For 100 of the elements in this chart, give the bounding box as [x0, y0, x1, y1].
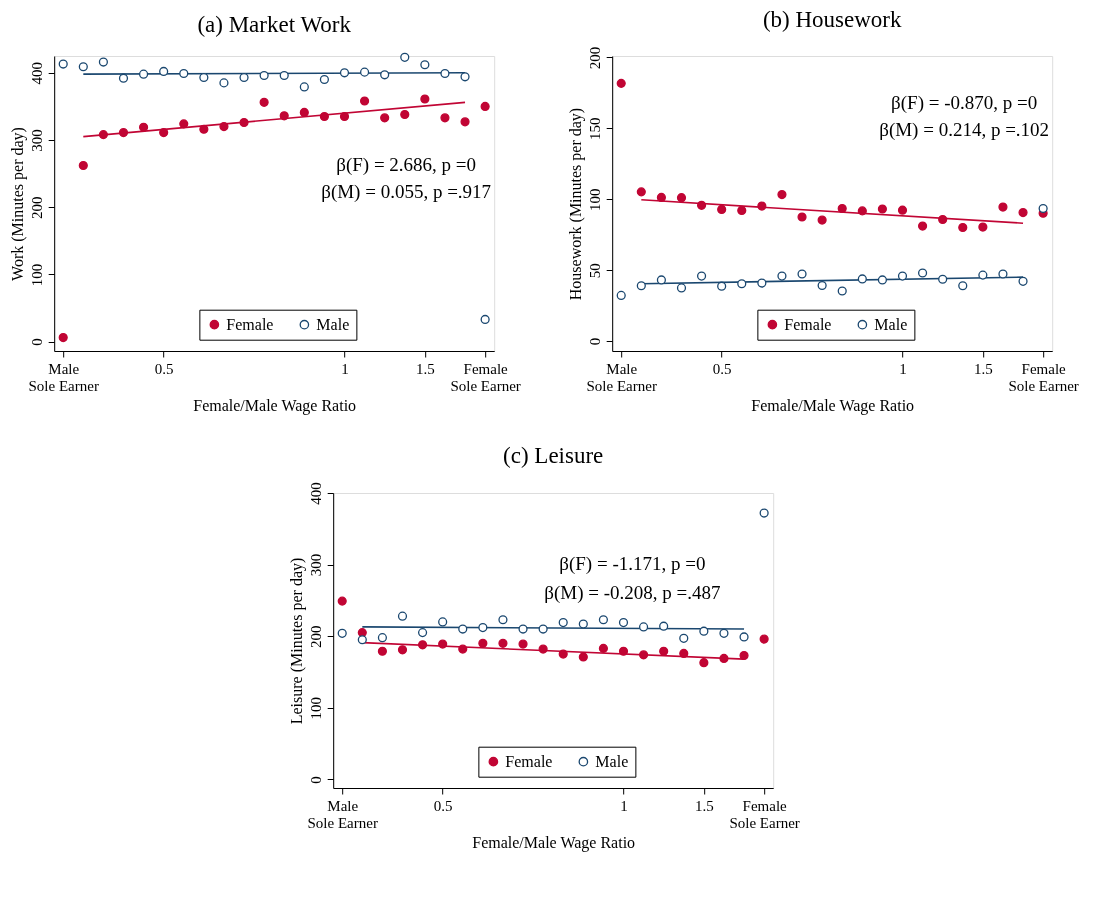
y-tick-label: 200 [307, 625, 324, 648]
point [460, 72, 470, 82]
point [757, 278, 767, 288]
point [199, 72, 209, 83]
chart-title: (b) Housework [762, 7, 902, 33]
point [239, 117, 249, 128]
point [460, 117, 470, 127]
point [699, 626, 709, 636]
point [578, 619, 588, 629]
annotation: β(M) = 0.214, p =.102 [879, 118, 1050, 141]
point [159, 128, 169, 138]
point [58, 332, 68, 343]
point [777, 189, 787, 200]
point [480, 314, 490, 324]
point [1038, 203, 1048, 214]
point [480, 101, 490, 111]
point [397, 611, 408, 621]
x-tick-label: 1.5 [694, 797, 714, 814]
y-tick-label: 300 [307, 553, 324, 577]
y-tick-label: 0 [307, 776, 324, 784]
legend-label: Male [316, 315, 350, 333]
point [339, 68, 350, 78]
point [717, 204, 727, 215]
point [319, 74, 329, 85]
point [219, 78, 229, 88]
y-axis-title: Leisure (Minutes per day) [287, 557, 306, 725]
point [616, 78, 626, 88]
point [797, 212, 807, 222]
legend-label: Male [874, 315, 908, 333]
point [696, 200, 707, 210]
y-tick-label: 200 [586, 46, 603, 70]
point [719, 653, 729, 663]
point [679, 633, 689, 643]
point [438, 639, 448, 649]
point [538, 644, 548, 654]
chart-title: (a) Market Work [197, 11, 352, 37]
point [78, 62, 88, 72]
point [478, 623, 488, 633]
y-tick-label: 150 [586, 117, 603, 141]
x-tick-label: Male Sole Earner [28, 360, 99, 394]
point [656, 192, 666, 202]
point [498, 615, 508, 625]
y-tick-label: 100 [28, 263, 45, 287]
point [337, 628, 347, 638]
point [360, 96, 370, 106]
point [259, 70, 269, 81]
x-tick-label: 1 [341, 360, 349, 377]
point [659, 646, 669, 656]
point [958, 222, 968, 233]
y-tick-label: 100 [586, 188, 603, 211]
point [737, 279, 747, 289]
point [400, 52, 410, 62]
point [400, 109, 410, 120]
point [636, 187, 646, 197]
point [578, 652, 588, 662]
x-tick-label: 1.5 [415, 360, 435, 377]
point [380, 70, 390, 80]
x-tick-label: Male Sole Earner [307, 797, 378, 831]
point [360, 67, 370, 77]
point [817, 280, 827, 291]
point [618, 618, 629, 628]
annotation: β(F) = -1.171, p =0 [559, 552, 706, 575]
point [676, 193, 687, 203]
point [279, 70, 289, 81]
y-tick-label: 400 [28, 62, 45, 85]
legend-label: Female [226, 315, 274, 333]
point [377, 646, 387, 656]
point [897, 205, 908, 215]
point [179, 119, 189, 129]
point [777, 271, 787, 281]
legend-label: Male [595, 752, 629, 770]
point [978, 270, 988, 280]
point [397, 645, 408, 655]
point [636, 281, 646, 291]
point [58, 59, 68, 69]
point [417, 640, 428, 650]
x-tick-label: 1 [899, 360, 907, 377]
legend-label: Female [505, 752, 553, 770]
point [138, 122, 149, 132]
x-tick-label: 1 [620, 797, 628, 814]
point [377, 633, 387, 643]
x-tick-label: 0.5 [433, 797, 453, 814]
point [877, 275, 887, 285]
point [337, 596, 347, 606]
y-tick-label: 0 [28, 338, 45, 346]
point [239, 72, 249, 83]
x-tick-label: 0.5 [712, 360, 732, 377]
point [78, 160, 88, 171]
point [659, 621, 669, 631]
point [138, 69, 149, 79]
point [699, 658, 709, 668]
point [676, 283, 687, 293]
point [639, 622, 649, 632]
point [380, 113, 390, 123]
point [938, 214, 948, 225]
point [98, 57, 108, 67]
y-tick-label: 50 [586, 263, 603, 279]
point [458, 624, 468, 634]
point [299, 82, 309, 92]
y-axis-title: Work (Minutes per day) [8, 127, 27, 281]
